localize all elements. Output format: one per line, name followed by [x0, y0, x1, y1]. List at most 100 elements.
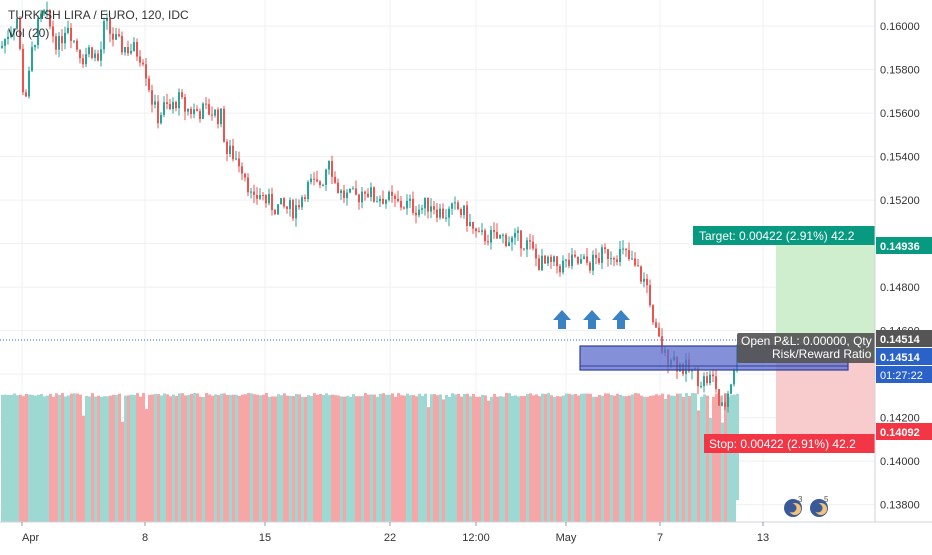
candle-body [214, 109, 216, 116]
candle-body [202, 103, 204, 119]
volume-bar [643, 396, 646, 522]
candle-body [145, 64, 147, 79]
candle-body [1, 45, 3, 48]
volume-bar [517, 396, 520, 522]
last-price-tag: 0.14514 [880, 334, 921, 346]
candle-body [421, 208, 423, 210]
candle-body [577, 256, 579, 264]
price-axis[interactable]: 0.160000.158000.156000.154000.152000.150… [874, 0, 932, 522]
candle-body [613, 258, 615, 260]
volume-bar [139, 396, 142, 522]
event-badge[interactable]: 5 [810, 495, 829, 517]
volume-bar [343, 396, 346, 522]
up-arrow-icon [553, 310, 571, 329]
volume-bar [133, 394, 136, 522]
candle-body [358, 194, 360, 203]
candle-body [616, 259, 618, 263]
volume-bar [286, 395, 289, 522]
volume-bar [535, 394, 538, 522]
candle-body [37, 18, 39, 45]
volume-bar [325, 393, 328, 522]
candle-body [448, 208, 450, 218]
volume-bar [679, 393, 682, 522]
volume-bar [508, 393, 511, 522]
volume-bar [97, 395, 100, 522]
candle-body [469, 222, 471, 227]
volume-bar [664, 398, 667, 522]
volume-bar [4, 394, 7, 522]
candle-body [304, 197, 306, 199]
y-tick-label: 0.15400 [880, 152, 920, 164]
volume-bar [505, 393, 508, 522]
volume-bar [556, 396, 559, 522]
candle-body [40, 13, 42, 19]
volume-bar [424, 393, 427, 522]
volume-bar [16, 395, 19, 522]
volume-bar [88, 396, 91, 522]
volume-bar [73, 393, 76, 522]
candle-body [481, 230, 483, 232]
stop-label: Stop: 0.00422 (2.91%) 42.2 [709, 437, 856, 451]
candle-body [133, 42, 135, 51]
volume-bar [247, 393, 250, 522]
candle-body [160, 114, 162, 124]
candle-body [61, 36, 63, 44]
y-tick-label: 0.14000 [880, 456, 920, 468]
candle-body [715, 376, 717, 390]
volume-bar [589, 393, 592, 522]
volume-bar [457, 393, 460, 522]
volume-bar [253, 394, 256, 522]
candle-body [166, 102, 168, 104]
volume-bar [265, 393, 268, 522]
volume-bar [385, 394, 388, 522]
volume-bar [370, 394, 373, 522]
volume-bar [667, 394, 670, 522]
candle-body [460, 209, 462, 215]
time-axis[interactable]: Apr 8 15 22 12:00 May 7 13 [0, 521, 932, 550]
volume-bar [466, 393, 469, 522]
candle-body [655, 322, 657, 328]
candle-body [532, 241, 534, 249]
volume-bar [529, 393, 532, 522]
volume-bar [574, 393, 577, 522]
volume-bar [442, 399, 445, 522]
y-tick-label: 0.14800 [880, 282, 920, 294]
y-tick-label: 0.16000 [880, 21, 920, 33]
symbol-title: TURKISH LIRA / EURO, 120, IDC [8, 8, 189, 22]
volume-bar [223, 393, 226, 522]
y-tick-label: 0.15800 [880, 65, 920, 77]
candle-body [109, 17, 111, 34]
candle-body [292, 200, 294, 219]
candle-body [574, 254, 576, 257]
candle-body [721, 402, 723, 406]
volume-bar [382, 393, 385, 522]
event-badge[interactable]: 3 [784, 495, 803, 517]
candle-body [346, 192, 348, 199]
volume-bar [1, 394, 4, 522]
candle-body [172, 101, 174, 110]
candle-body [394, 195, 396, 199]
candle-body [517, 230, 519, 233]
candle-body [520, 230, 522, 249]
candle-body [652, 305, 654, 323]
volume-bar [421, 395, 424, 522]
volume-bar [232, 394, 235, 522]
candle-body [271, 193, 273, 211]
volume-bar [514, 395, 517, 522]
volume-bar [298, 394, 301, 522]
candle-body [91, 47, 93, 58]
volume-bar [334, 395, 337, 522]
candle-body [649, 285, 651, 306]
candle-body [409, 198, 411, 201]
candle-body [529, 240, 531, 242]
volume-bar [568, 393, 571, 522]
volume-bar [412, 395, 415, 522]
target-label: Target: 0.00422 (2.91%) 42.2 [699, 229, 855, 243]
volume-bar [460, 396, 463, 522]
candle-body [376, 201, 378, 203]
volume-bar [34, 395, 37, 522]
volume-bar [40, 393, 43, 522]
volume-bar [475, 396, 478, 522]
